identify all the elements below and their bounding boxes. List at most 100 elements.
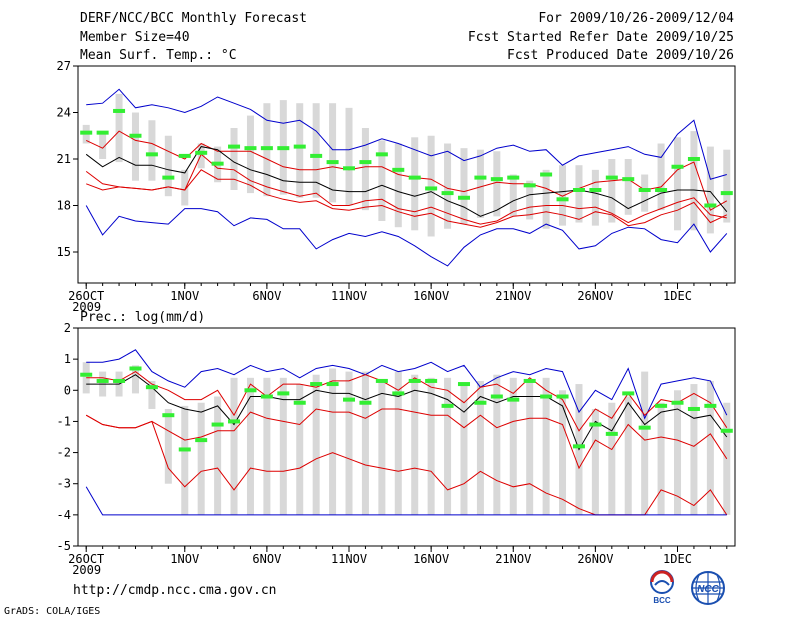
x-tick-label: 11NOV [331, 552, 367, 566]
ensemble-marker [638, 188, 651, 192]
ensemble-marker [211, 161, 224, 166]
series-min-line [85, 205, 728, 267]
spread-box [509, 174, 517, 217]
plot-frame [77, 65, 736, 284]
ensemble-marker [474, 175, 487, 180]
ncc-logo: NCC [691, 571, 725, 605]
forecast-produced-date: Fcst Produced Date 2009/10/26 [507, 48, 734, 63]
spread-box [411, 374, 419, 515]
ensemble-marker [277, 391, 290, 396]
spread-box [230, 377, 238, 515]
spread-box [361, 128, 369, 211]
spread-box [690, 384, 698, 515]
spread-box [624, 159, 632, 215]
precipitation-panel: -5 -4 -3 -2 -1 0 1 2 26OCT 1NOV 6NOV 11NOV 16NOV 21NO… [57, 321, 736, 577]
ensemble-marker [474, 400, 487, 405]
ensemble-marker [622, 391, 635, 396]
source-url[interactable]: http://cmdp.ncc.cma.gov.cn [73, 583, 277, 598]
y-tick-label: 18 [57, 199, 71, 213]
ensemble-marker [260, 146, 273, 151]
ensemble-marker [80, 372, 93, 377]
ensemble-marker [523, 183, 536, 188]
spread-box [641, 174, 649, 212]
ensemble-marker [589, 188, 602, 192]
spread-box [509, 377, 517, 515]
x-tick-label: 16NOV [413, 552, 449, 566]
ensemble-marker [655, 403, 668, 408]
spread-box [624, 396, 632, 515]
ensemble-marker [80, 130, 93, 135]
ensemble-marker [392, 167, 405, 172]
x-tick-label: 16NOV [413, 289, 449, 303]
series-max-line [86, 88, 727, 180]
series-max-line [86, 349, 728, 420]
spread-box [197, 143, 205, 169]
series-lower-line [85, 408, 728, 470]
x-tick-label: 1DEC [663, 552, 692, 566]
spread-box [394, 371, 402, 515]
x-tick-label: 1NOV [170, 289, 199, 303]
ensemble-marker [457, 195, 470, 200]
ensemble-marker [720, 428, 733, 433]
ensemble-marker [195, 438, 208, 443]
spread-box [312, 103, 320, 198]
spread-box [641, 371, 649, 515]
ensemble-marker [425, 378, 438, 383]
series-lower2-line [86, 169, 728, 228]
ensemble-marker [441, 403, 454, 408]
ensemble-marker [375, 152, 388, 157]
ensemble-marker [277, 146, 290, 151]
series-min-line [85, 486, 727, 516]
temp-panel-title: Mean Surf. Temp.: °C [80, 48, 237, 63]
spread-box [131, 112, 139, 181]
ensemble-marker [655, 188, 668, 192]
ensemble-marker [96, 130, 109, 135]
x-tick-label: 26OCT [68, 289, 104, 303]
temperature-panel: 15 18 21 24 27 26OCT 1NOV 6NOV 11NOV 16NOV 21NOV 26… [57, 59, 736, 314]
ensemble-marker [441, 191, 454, 196]
ensemble-marker [228, 419, 241, 424]
member-size: Member Size=40 [80, 30, 190, 45]
ensemble-marker [556, 197, 569, 202]
spread-box [493, 374, 501, 515]
spread-box [723, 149, 731, 223]
y-tick-label: 15 [57, 245, 71, 259]
spread-box [706, 146, 714, 234]
ensemble-marker [343, 166, 356, 171]
x-year-label: 2009 [72, 563, 101, 577]
ensemble-marker [687, 157, 700, 161]
ensemble-marker [129, 133, 142, 138]
ensemble-marker [343, 397, 356, 402]
ensemble-marker [145, 152, 158, 157]
spread-box [378, 140, 386, 221]
ncc-logo-text: NCC [697, 584, 719, 595]
spread-box [575, 165, 583, 223]
ensemble-marker [260, 394, 273, 399]
spread-box [394, 143, 402, 228]
spread-box [674, 137, 682, 231]
spread-box [427, 377, 435, 515]
x-tick-label: 21NOV [495, 552, 531, 566]
ensemble-marker [162, 413, 175, 418]
ensemble-marker [425, 186, 438, 191]
y-tick-label: -4 [57, 508, 71, 522]
spread-box [296, 103, 304, 198]
ensemble-marker [572, 188, 585, 192]
y-tick-label: -3 [57, 477, 71, 491]
spread-box [296, 384, 304, 515]
spread-box [329, 368, 337, 515]
x-tick-label: 6NOV [252, 289, 281, 303]
spread-box [230, 128, 238, 190]
ensemble-marker [113, 108, 126, 113]
ensemble-marker [326, 160, 339, 165]
bcc-logo-text: BCC [653, 596, 671, 605]
spread-box [312, 374, 320, 515]
spread-box [542, 377, 550, 515]
ensemble-marker [113, 378, 126, 383]
forecast-period: For 2009/10/26-2009/12/04 [538, 11, 734, 26]
spread-box [181, 405, 189, 515]
spread-box [345, 107, 353, 206]
ensemble-marker [523, 378, 536, 383]
ensemble-marker [507, 397, 520, 402]
